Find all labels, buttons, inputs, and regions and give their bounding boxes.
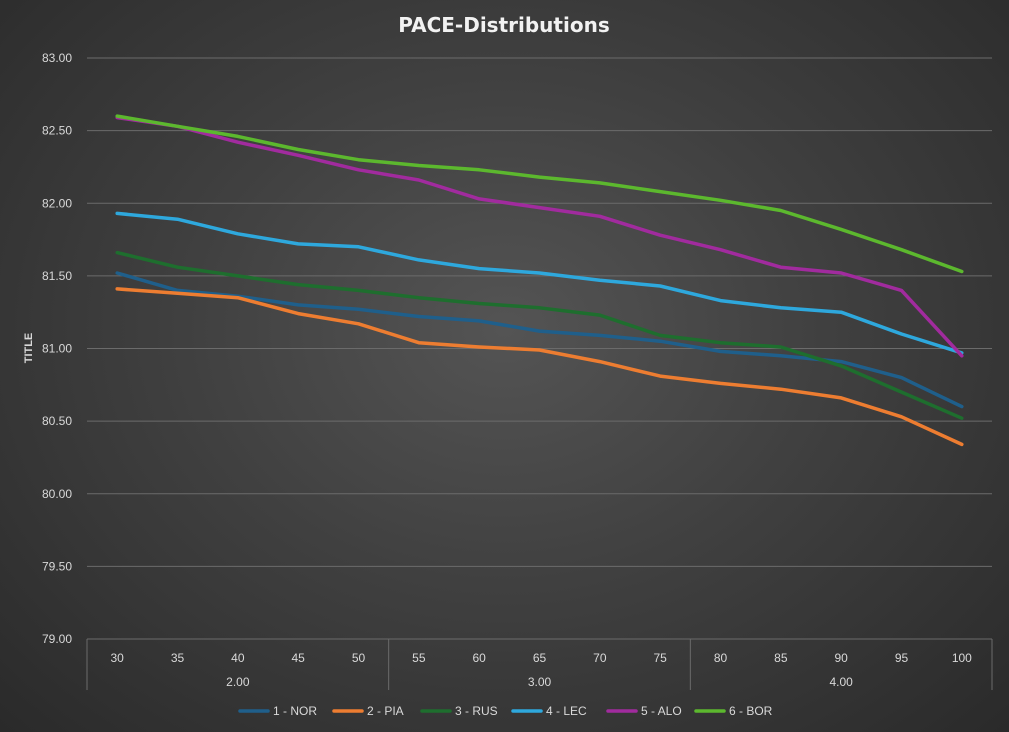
legend-label: 4 - LEC bbox=[546, 704, 587, 718]
y-tick-label: 82.50 bbox=[42, 124, 72, 138]
series-line-lec bbox=[115, 211, 964, 355]
x-tick-label: 50 bbox=[352, 651, 366, 665]
x-tick-label: 90 bbox=[834, 651, 848, 665]
y-tick-label: 83.00 bbox=[42, 51, 72, 65]
legend-label: 6 - BOR bbox=[729, 704, 773, 718]
legend-label: 2 - PIA bbox=[367, 704, 404, 718]
x-tick-label: 45 bbox=[291, 651, 305, 665]
legend: 1 - NOR 2 - PIA 3 - RUS 4 - LEC 5 - ALO 6 - B… bbox=[238, 704, 773, 718]
x-tick-label: 100 bbox=[952, 651, 972, 665]
chart-title: PACE-Distributions bbox=[398, 13, 609, 37]
x-tick-label: 65 bbox=[533, 651, 547, 665]
y-tick-label: 81.00 bbox=[42, 342, 72, 356]
y-axis-ticks: 79.00 79.50 80.00 80.50 81.00 81.50 82.00 82.50… bbox=[42, 51, 72, 646]
y-tick-label: 79.00 bbox=[42, 632, 72, 646]
x-group-label: 2.00 bbox=[226, 675, 250, 689]
y-tick-label: 80.00 bbox=[42, 487, 72, 501]
legend-label: 5 - ALO bbox=[641, 704, 682, 718]
series-line-alo bbox=[115, 115, 964, 358]
x-tick-label: 85 bbox=[774, 651, 788, 665]
series-line-pia bbox=[115, 287, 964, 447]
y-tick-label: 82.00 bbox=[42, 196, 72, 210]
x-group-label: 3.00 bbox=[528, 675, 552, 689]
legend-label: 1 - NOR bbox=[273, 704, 317, 718]
x-tick-label: 95 bbox=[895, 651, 909, 665]
x-tick-label: 80 bbox=[714, 651, 728, 665]
x-tick-label: 30 bbox=[110, 651, 124, 665]
y-tick-label: 79.50 bbox=[42, 559, 72, 573]
x-tick-label: 75 bbox=[653, 651, 667, 665]
series-lines bbox=[115, 114, 964, 447]
legend-label: 3 - RUS bbox=[455, 704, 498, 718]
y-axis-title: TITLE bbox=[23, 333, 35, 364]
x-axis: 30 35 40 45 50 55 60 65 70 75 80 85 90 95 100 2.00 3.00 4… bbox=[86, 639, 993, 690]
y-tick-label: 80.50 bbox=[42, 414, 72, 428]
x-group-label: 4.00 bbox=[829, 675, 853, 689]
x-tick-label: 70 bbox=[593, 651, 607, 665]
x-tick-label: 40 bbox=[231, 651, 245, 665]
series-line-rus bbox=[115, 250, 964, 420]
series-line-bor bbox=[115, 114, 964, 274]
y-tick-label: 81.50 bbox=[42, 269, 72, 283]
x-tick-label: 60 bbox=[472, 651, 486, 665]
series-line-nor bbox=[115, 271, 964, 409]
x-tick-label: 35 bbox=[171, 651, 185, 665]
x-tick-label: 55 bbox=[412, 651, 426, 665]
